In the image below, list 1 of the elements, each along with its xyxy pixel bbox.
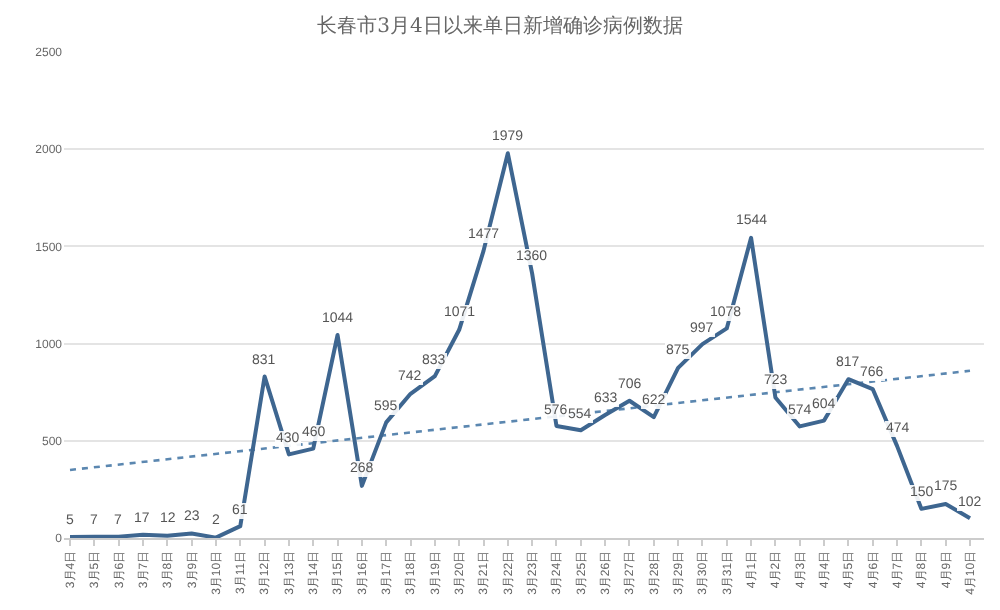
chart-title: 长春市3月4日以来单日新增确诊病例数据	[317, 14, 683, 39]
